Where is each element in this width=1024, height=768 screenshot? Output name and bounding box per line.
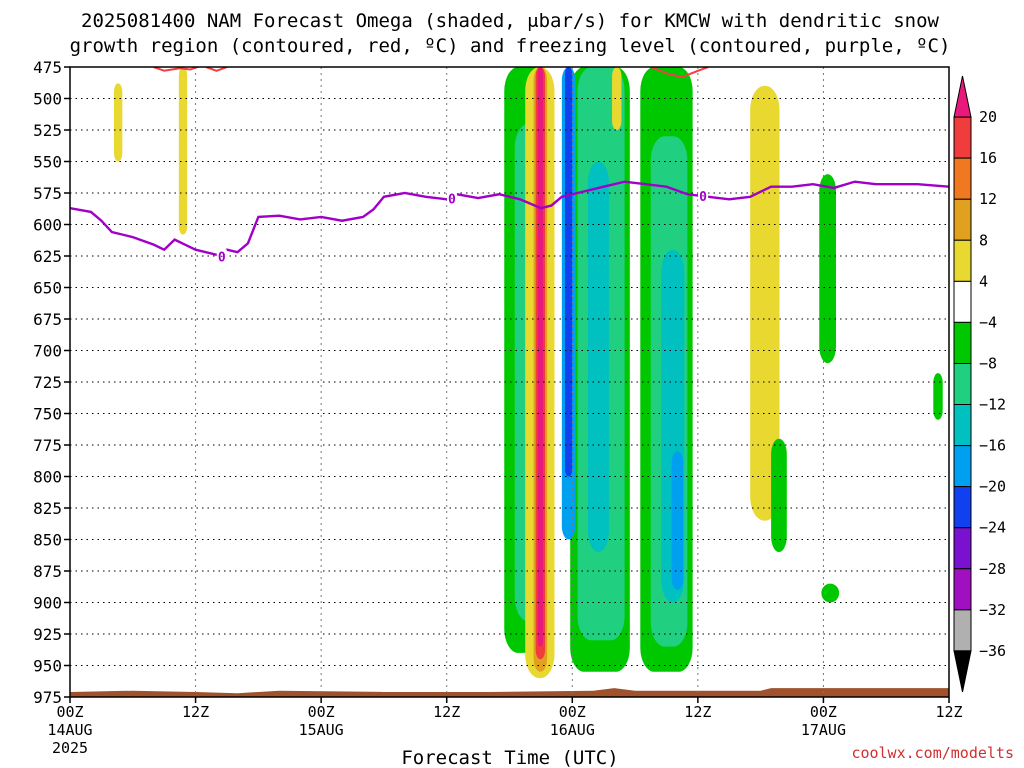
freezing-level-label-1: 0 xyxy=(448,192,456,207)
x-tick-label-0: 00Z xyxy=(56,703,83,721)
x-tick-label-4: 00Z xyxy=(559,703,586,721)
colorbar-swatch-3 xyxy=(953,198,972,241)
y-tick-label-750: 750 xyxy=(33,405,62,424)
dgz-contour-2 xyxy=(650,67,709,79)
dgz-contour-1 xyxy=(205,67,228,72)
y-tick-label-700: 700 xyxy=(33,342,62,361)
y-tick-label-575: 575 xyxy=(33,184,62,203)
colorbar-swatch-12 xyxy=(953,568,972,611)
x-tick-year-0: 2025 xyxy=(52,739,88,757)
y-tick-label-900: 900 xyxy=(33,594,62,613)
y-tick-label-525: 525 xyxy=(33,121,62,140)
colorbar-label-8: −16 xyxy=(979,437,1006,455)
x-tick-label-6: 00Z xyxy=(810,703,837,721)
y-tick-label-975: 975 xyxy=(33,688,62,707)
y-tick-label-600: 600 xyxy=(33,216,62,235)
colorbar-label-2: 12 xyxy=(979,190,997,208)
colorbar-label-3: 8 xyxy=(979,231,988,249)
y-tick-label-500: 500 xyxy=(33,90,62,109)
colorbar-swatch-14 xyxy=(953,650,972,693)
omega-region-22 xyxy=(821,583,840,603)
colorbar-swatch-13 xyxy=(953,609,972,652)
y-tick-label-650: 650 xyxy=(33,279,62,298)
y-tick-label-925: 925 xyxy=(33,625,62,644)
y-tick-label-475: 475 xyxy=(33,58,62,77)
colorbar-label-9: −20 xyxy=(979,478,1006,496)
colorbar-swatch-10 xyxy=(953,486,972,529)
x-tick-date-6: 17AUG xyxy=(801,721,846,739)
x-tick-label-2: 00Z xyxy=(308,703,335,721)
omega-region-20 xyxy=(819,174,836,364)
y-tick-label-675: 675 xyxy=(33,310,62,329)
chart-title-line-1: 2025081400 NAM Forecast Omega (shaded, μ… xyxy=(81,10,939,32)
omega-region-14 xyxy=(537,67,543,647)
colorbar-label-12: −32 xyxy=(979,601,1006,619)
colorbar-swatch-2 xyxy=(953,157,972,200)
colorbar-label-1: 16 xyxy=(979,149,997,167)
freezing-level-label-2: 0 xyxy=(699,190,707,205)
y-tick-label-625: 625 xyxy=(33,247,62,266)
omega-region-19 xyxy=(771,438,787,553)
y-axis: 475 500 525 550 575 600 625 650 675 700 725 750 775 8… xyxy=(33,58,70,707)
colorbar-label-6: −8 xyxy=(979,354,997,372)
colorbar-swatch-1 xyxy=(953,116,972,159)
freezing-label-bg-1 xyxy=(446,191,457,206)
freezing-label-bg-0 xyxy=(216,249,227,264)
y-tick-label-725: 725 xyxy=(33,373,62,392)
omega-region-17 xyxy=(612,67,622,130)
omega-region-16 xyxy=(178,67,188,235)
omega-region-10 xyxy=(564,67,573,477)
y-tick-label-950: 950 xyxy=(33,657,62,676)
colorbar-swatch-7 xyxy=(953,362,972,406)
x-tick-label-1: 12Z xyxy=(182,703,209,721)
colorbar-label-5: −4 xyxy=(979,313,997,331)
colorbar-swatch-11 xyxy=(953,527,972,570)
x-tick-date-4: 16AUG xyxy=(550,721,595,739)
y-tick-label-825: 825 xyxy=(33,499,62,518)
contour-lines: 0 0 0 xyxy=(70,67,949,265)
colorbar-swatch-8 xyxy=(953,404,972,447)
x-tick-label-7: 12Z xyxy=(935,703,962,721)
terrain-fill xyxy=(70,688,949,697)
y-tick-label-800: 800 xyxy=(33,468,62,487)
colorbar-label-4: 4 xyxy=(979,272,988,290)
x-tick-label-5: 12Z xyxy=(684,703,711,721)
colorbar-swatch-4 xyxy=(953,239,972,282)
grid-lines xyxy=(70,67,949,697)
freezing-label-bg-2 xyxy=(698,188,709,203)
colorbar-label-7: −12 xyxy=(979,396,1006,414)
y-tick-label-875: 875 xyxy=(33,562,62,581)
colorbar-label-10: −24 xyxy=(979,519,1006,537)
colorbar-swatch-5 xyxy=(953,280,972,323)
omega-region-6 xyxy=(587,161,609,553)
colorbar-label-11: −28 xyxy=(979,560,1006,578)
omega-region-15 xyxy=(113,83,123,162)
colorbar-label-13: −36 xyxy=(979,642,1006,660)
colorbar-swatch-0 xyxy=(953,75,972,118)
y-tick-label-775: 775 xyxy=(33,436,62,455)
colorbar-label-0: 20 xyxy=(979,108,997,126)
colorbar: 20 16 12 8 4 −4 −8 −12 −16 −20 −24 −28 −32 −36 xyxy=(953,75,1006,693)
x-axis-label: Forecast Time (UTC) xyxy=(401,747,618,768)
omega-region-21 xyxy=(933,373,943,420)
dgz-contour-0 xyxy=(153,67,201,72)
freezing-level-label-0: 0 xyxy=(218,250,226,265)
y-tick-label-550: 550 xyxy=(33,153,62,172)
colorbar-swatch-9 xyxy=(953,445,972,488)
credit-text: coolwx.com/modelts xyxy=(851,744,1014,762)
terrain-area xyxy=(70,688,949,697)
omega-region-9 xyxy=(671,451,684,590)
x-tick-date-2: 15AUG xyxy=(299,721,344,739)
colorbar-swatch-6 xyxy=(953,321,972,364)
chart-title-line-2: growth region (contoured, red, ºC) and f… xyxy=(70,35,951,57)
x-tick-label-3: 12Z xyxy=(433,703,460,721)
omega-shading xyxy=(113,67,943,679)
x-tick-date-0: 14AUG xyxy=(47,721,92,739)
y-tick-label-850: 850 xyxy=(33,531,62,550)
